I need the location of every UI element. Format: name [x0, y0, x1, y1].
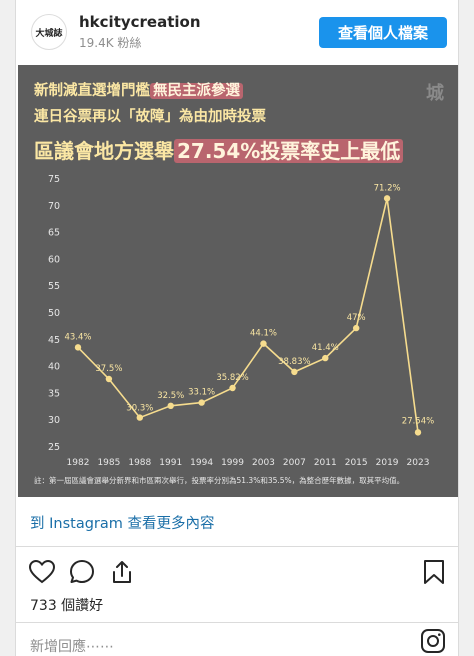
data-point: [198, 399, 205, 406]
data-label: 38.83%: [278, 357, 310, 367]
action-bar: [16, 556, 458, 592]
data-point: [136, 414, 144, 421]
headline-main: 區議會地方選舉 27.54%投票率史上最低: [34, 135, 404, 164]
y-tick-label: 30: [48, 415, 60, 426]
headline-line-1-highlight: 無民主派參選: [150, 83, 243, 99]
x-tick-label: 2003: [252, 458, 275, 468]
data-label: 47%: [347, 313, 366, 323]
chart-footnote: 註：第一屆區議會選舉分新界和市區兩次舉行，投票率分別為51.3%和35.5%，為…: [34, 476, 405, 485]
y-tick-label: 70: [48, 201, 60, 212]
heart-icon[interactable]: [26, 556, 58, 588]
divider: [16, 546, 458, 547]
bookmark-icon[interactable]: [418, 556, 450, 588]
post-header: 大城誌 hkcitycreation 19.4K 粉絲 查看個人檔案: [16, 0, 458, 64]
x-tick-label: 1988: [128, 458, 151, 468]
y-tick-label: 45: [48, 335, 60, 346]
data-point: [229, 384, 236, 392]
headline-main-text: 區議會地方選舉: [34, 139, 174, 163]
headline-line-2: 連日谷票再以「故障」為由加時投票: [34, 109, 266, 125]
like-count[interactable]: 733 個讚好: [30, 598, 104, 614]
instagram-icon[interactable]: [420, 628, 446, 656]
data-label: 30.3%: [126, 404, 153, 414]
data-label: 32.5%: [157, 391, 184, 401]
data-point: [260, 340, 267, 347]
data-point: [167, 402, 174, 409]
divider: [16, 622, 458, 623]
data-label: 37.5%: [95, 364, 122, 374]
y-tick-label: 35: [48, 388, 60, 399]
data-label: 44.1%: [250, 329, 277, 339]
add-comment-input[interactable]: 新增回應⋯⋯: [30, 639, 114, 655]
view-profile-button[interactable]: 查看個人檔案: [319, 17, 447, 48]
data-label: 41.4%: [312, 343, 339, 353]
x-tick-label: 1991: [159, 458, 182, 468]
view-on-instagram-link[interactable]: 到 Instagram 查看更多內容: [30, 516, 215, 532]
y-tick-label: 65: [48, 228, 60, 239]
data-point: [414, 429, 422, 436]
x-tick-label: 2007: [283, 458, 306, 468]
y-tick-label: 25: [48, 442, 60, 453]
x-tick-label: 2011: [314, 458, 337, 468]
avatar[interactable]: 大城誌: [31, 14, 67, 50]
data-point: [105, 375, 113, 383]
watermark-logo: 城: [426, 83, 444, 104]
data-point: [74, 344, 82, 351]
x-tick-label: 2019: [376, 458, 399, 468]
headline-line-1-text: 新制減直選增門檻: [34, 83, 150, 99]
x-tick-label: 2015: [345, 458, 368, 468]
y-tick-label: 60: [48, 254, 60, 265]
data-label: 43.4%: [64, 332, 91, 342]
data-point: [352, 324, 360, 332]
data-point: [291, 368, 298, 376]
series-line: [77, 198, 419, 433]
y-tick-label: 50: [48, 308, 60, 319]
follower-count: 19.4K 粉絲: [79, 36, 142, 50]
x-tick-label: 1999: [221, 458, 244, 468]
data-label: 35.82%: [216, 373, 248, 383]
y-tick-label: 40: [48, 362, 60, 373]
data-point: [383, 195, 391, 202]
x-tick-label: 1982: [67, 458, 90, 468]
y-tick-label: 75: [48, 174, 60, 185]
x-tick-label: 2023: [407, 458, 430, 468]
x-tick-label: 1985: [97, 458, 120, 468]
data-point: [322, 354, 329, 362]
data-label: 71.2%: [374, 183, 401, 193]
x-tick-label: 1994: [190, 458, 213, 468]
instagram-embed-card: 大城誌 hkcitycreation 19.4K 粉絲 查看個人檔案 新制減直選…: [15, 0, 459, 656]
y-tick-label: 55: [48, 281, 60, 292]
turnout-line-chart: 25 30 35 40 45 50 55 60 65 70 75 1982 1985 1988 1991 19…: [48, 174, 434, 468]
username[interactable]: hkcitycreation: [79, 13, 201, 31]
headline-main-highlight: 27.54%投票率史上最低: [174, 139, 404, 163]
headline-line-1: 新制減直選增門檻 無民主派參選: [34, 79, 243, 100]
data-label: 33.1%: [188, 388, 215, 398]
share-icon[interactable]: [106, 556, 138, 588]
comment-icon[interactable]: [66, 556, 98, 588]
data-label: 27.54%: [402, 416, 434, 426]
post-image[interactable]: 新制減直選增門檻 無民主派參選 連日谷票再以「故障」為由加時投票 城 區議會地方選…: [18, 65, 458, 497]
